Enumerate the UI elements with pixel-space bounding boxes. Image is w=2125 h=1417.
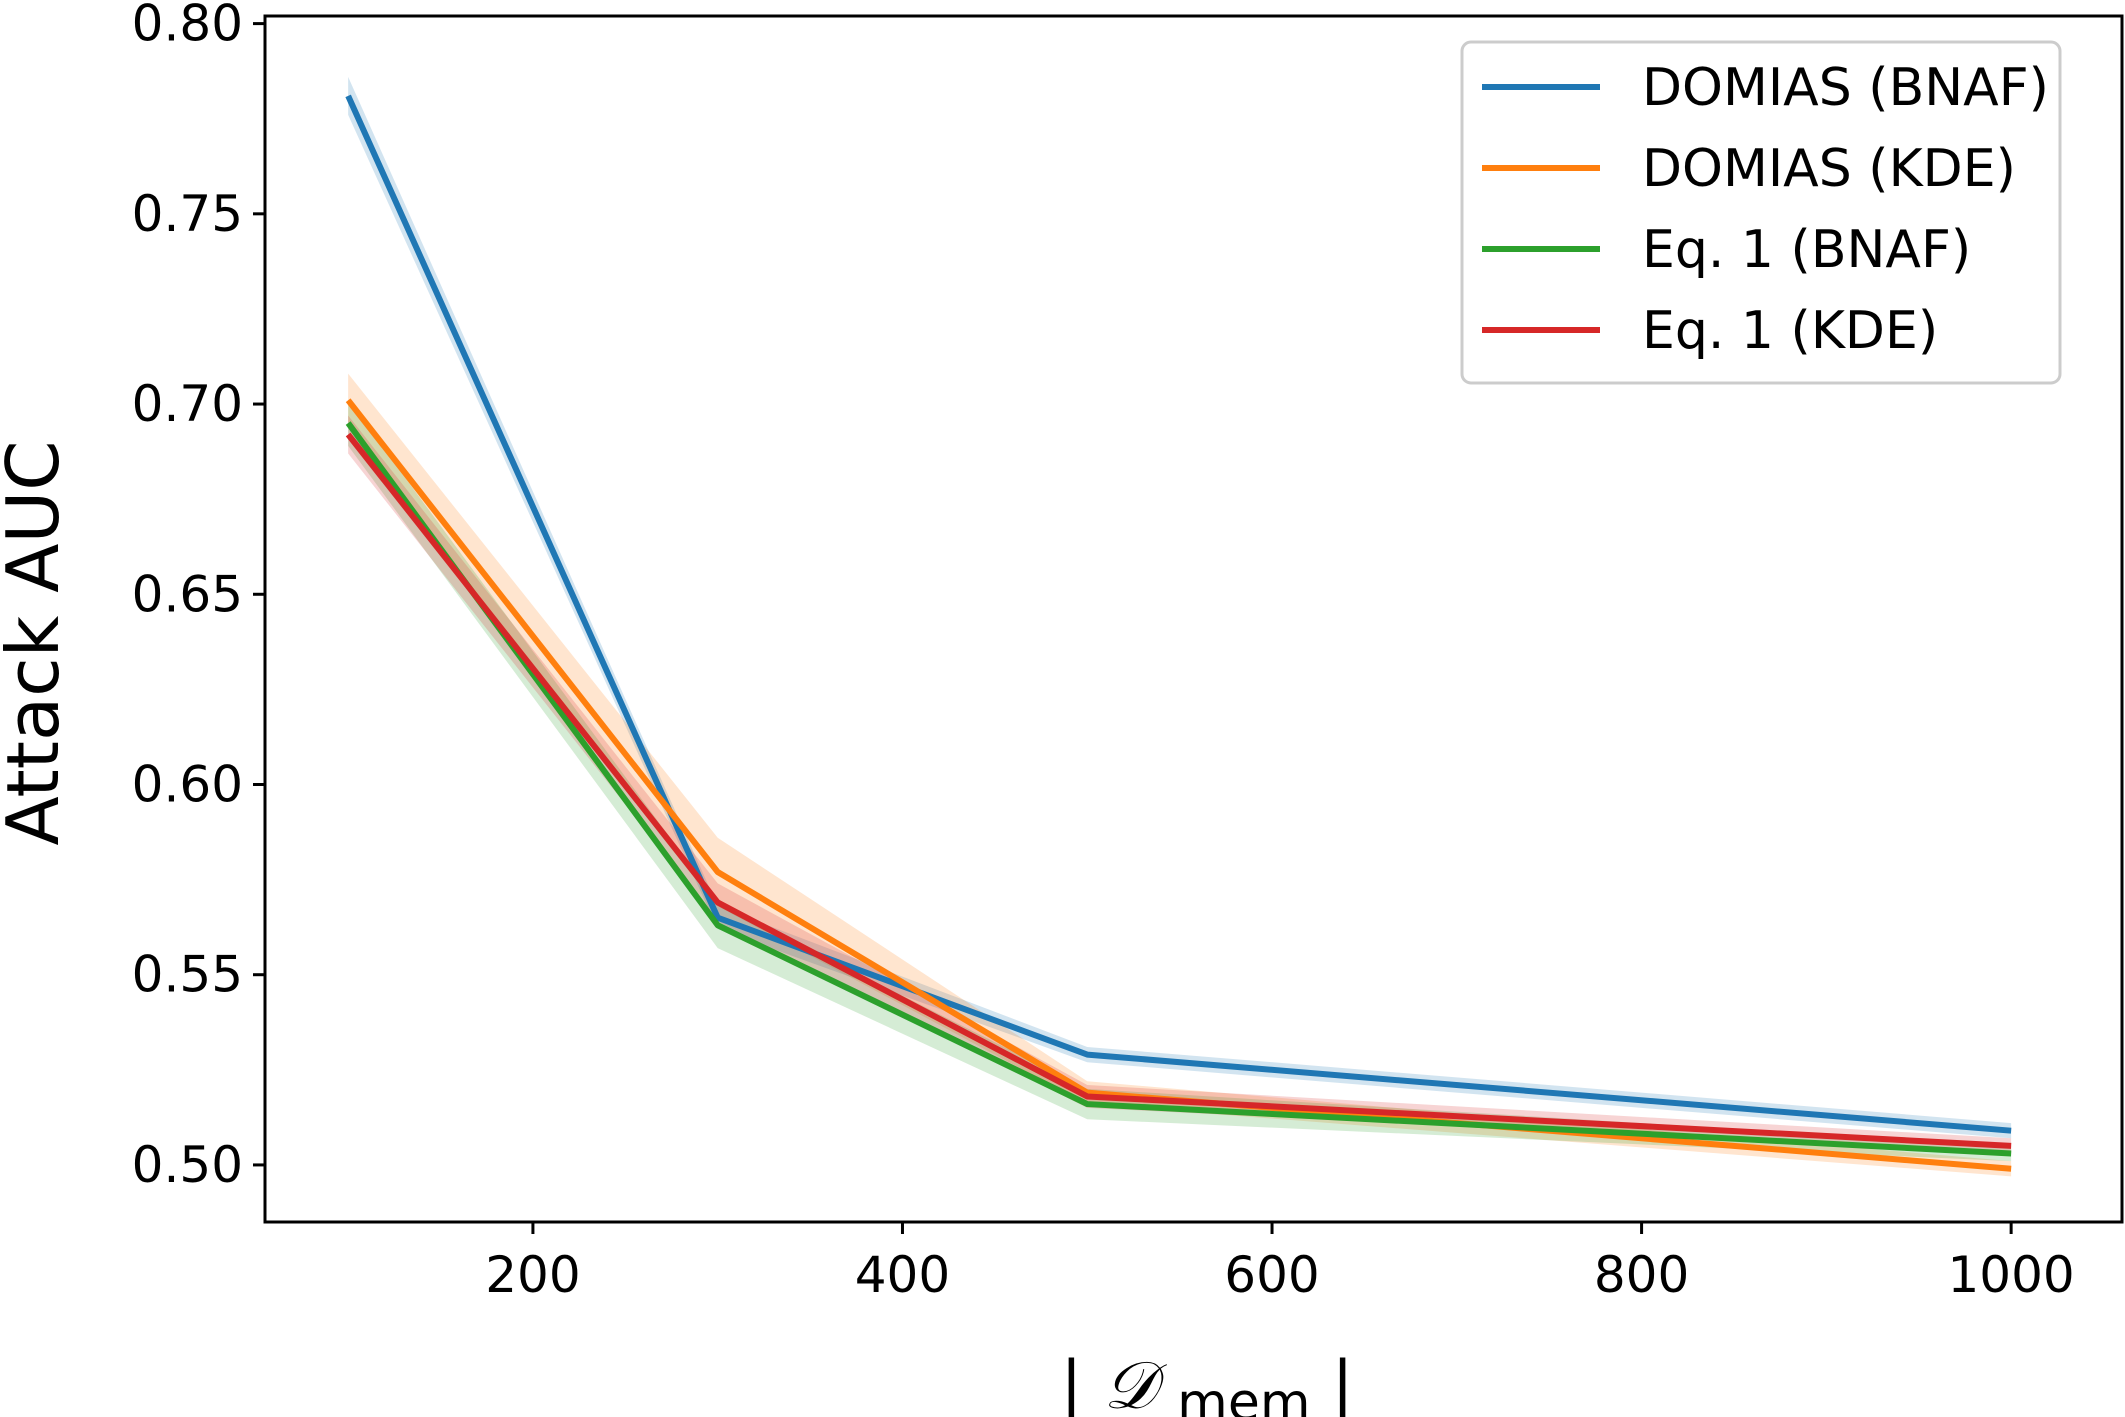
y-tick-label: 0.55 [132, 946, 243, 1004]
confidence-band-series-2 [348, 400, 2012, 1162]
y-tick-label: 0.80 [132, 0, 243, 53]
y-tick-label: 0.65 [132, 565, 243, 623]
legend-label-3: Eq. 1 (KDE) [1642, 301, 1938, 361]
x-tick-label: 600 [1224, 1246, 1319, 1304]
x-axis-label: | 𝒟 mem | [1060, 1347, 1353, 1417]
y-axis-label: Attack AUC [0, 441, 75, 846]
y-tick-label: 0.75 [132, 185, 243, 243]
legend-label-0: DOMIAS (BNAF) [1642, 58, 2049, 118]
x-axis-label-bar-right: | [1331, 1347, 1353, 1417]
x-axis-label-bar-left: | [1060, 1347, 1082, 1417]
y-tick-label: 0.60 [132, 755, 243, 813]
legend-box [1460, 40, 2062, 385]
x-tick-label: 800 [1594, 1246, 1689, 1304]
series-line-0 [345, 94, 2012, 1134]
series-line-2 [345, 421, 2012, 1157]
plot-frame [263, 14, 2124, 1224]
y-axis-ticks: 0.50 0.55 0.60 0.65 0.70 0.75 0.80 [132, 0, 265, 1194]
legend-label-1: DOMIAS (KDE) [1642, 139, 2016, 199]
series-lines [345, 94, 2012, 1172]
y-tick-label: 0.70 [132, 375, 243, 433]
x-axis-label-symbol: 𝒟 [1104, 1347, 1168, 1417]
series-line-3 [345, 432, 2012, 1149]
x-axis-label-subscript: mem [1177, 1373, 1310, 1417]
legend: DOMIAS (BNAF) DOMIAS (KDE) Eq. 1 (BNAF) Eq.… [1460, 40, 2062, 385]
x-tick-label: 200 [485, 1246, 580, 1304]
x-tick-label: 1000 [1948, 1246, 2075, 1304]
x-axis-ticks: 200 400 600 800 1000 [485, 1222, 2075, 1304]
legend-label-2: Eq. 1 (BNAF) [1642, 220, 1971, 280]
x-tick-label: 400 [855, 1246, 950, 1304]
y-tick-label: 0.50 [132, 1136, 243, 1194]
